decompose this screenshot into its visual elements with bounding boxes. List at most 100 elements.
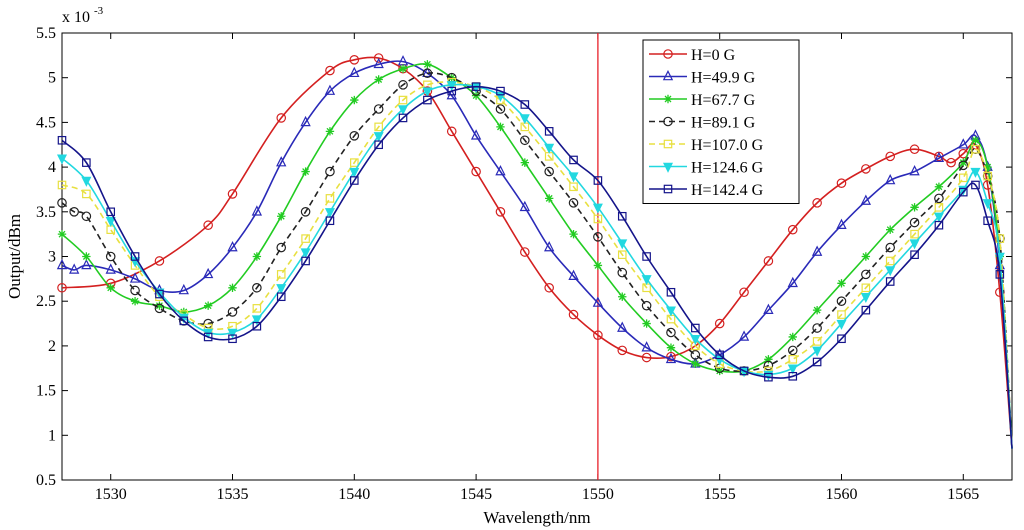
- data-point: [593, 176, 603, 185]
- data-point: [662, 69, 674, 81]
- legend-label: H=107.0 G: [691, 137, 764, 154]
- x-tick-label: 1550: [582, 486, 614, 503]
- data-point: [398, 113, 408, 123]
- data-point: [663, 116, 673, 127]
- legend-item: H=124.6 G: [649, 160, 764, 177]
- data-point: [836, 178, 847, 188]
- data-point: [885, 242, 896, 253]
- y-tick-label: 0.5: [36, 472, 56, 489]
- data-point: [57, 198, 67, 208]
- data-point: [470, 129, 482, 140]
- data-point: [423, 95, 432, 105]
- data-point: [593, 214, 603, 224]
- data-point: [203, 220, 213, 231]
- data-point: [106, 283, 115, 292]
- x-tick-label: 1555: [704, 486, 736, 503]
- data-point: [569, 155, 578, 165]
- data-point: [861, 283, 871, 293]
- data-point: [57, 180, 67, 190]
- data-point: [374, 140, 383, 150]
- data-point: [946, 157, 956, 168]
- data-point: [788, 371, 798, 381]
- data-point: [971, 144, 980, 154]
- y-tick-label: 5.5: [36, 25, 56, 42]
- data-point: [324, 84, 336, 95]
- data-point: [301, 256, 310, 266]
- data-point: [666, 287, 676, 297]
- data-point: [641, 300, 652, 311]
- data-point: [56, 258, 68, 270]
- data-point: [715, 350, 724, 360]
- data-point: [764, 372, 773, 382]
- data-point: [886, 225, 895, 234]
- data-point: [227, 328, 238, 339]
- data-point: [519, 114, 530, 125]
- y-tick-label: 2.5: [36, 293, 56, 310]
- data-point: [496, 122, 505, 132]
- data-point: [662, 162, 674, 173]
- data-point: [155, 289, 164, 299]
- data-point: [665, 306, 676, 317]
- data-point: [227, 307, 238, 317]
- data-point: [909, 165, 920, 176]
- y-tick-label: 1.5: [36, 383, 56, 400]
- series-3: [57, 60, 1013, 449]
- legend-item: H=0 G: [649, 47, 736, 64]
- data-point: [593, 330, 603, 340]
- data-point: [301, 234, 310, 243]
- data-point: [130, 252, 140, 261]
- data-point: [228, 283, 237, 292]
- data-point: [324, 208, 335, 219]
- data-point: [787, 224, 798, 235]
- data-point: [812, 346, 823, 357]
- series-7: [57, 82, 1013, 449]
- data-point: [763, 303, 774, 314]
- data-point: [82, 189, 91, 199]
- data-point: [763, 360, 774, 371]
- data-point: [885, 277, 895, 286]
- data-point: [959, 158, 968, 167]
- data-point: [885, 256, 895, 266]
- data-point: [325, 216, 335, 226]
- data-point: [130, 285, 140, 296]
- data-point: [665, 352, 677, 364]
- data-point: [617, 345, 628, 356]
- y-tick-label: 1: [48, 427, 56, 444]
- series-line: [61, 60, 1013, 449]
- y-tick-label: 2: [48, 338, 56, 355]
- y-tick-label: 4: [48, 159, 56, 176]
- data-point: [592, 296, 604, 307]
- series-6: [56, 81, 1013, 449]
- data-point: [374, 75, 383, 84]
- data-point: [350, 176, 359, 185]
- data-point: [861, 269, 871, 280]
- x-tick-label: 1560: [825, 486, 857, 503]
- data-point: [82, 252, 91, 261]
- legend-item: H=142.4 G: [649, 182, 764, 199]
- data-point: [277, 212, 286, 221]
- data-point: [57, 135, 67, 145]
- data-point: [983, 162, 992, 172]
- data-point: [787, 276, 798, 288]
- data-point: [568, 309, 579, 320]
- legend-label: H=124.6 G: [691, 160, 764, 177]
- data-point: [934, 203, 944, 212]
- data-point: [276, 292, 286, 302]
- data-point: [738, 330, 750, 341]
- data-point: [837, 334, 846, 344]
- data-point: [788, 355, 798, 364]
- data-point: [276, 156, 287, 167]
- data-point: [520, 100, 530, 109]
- data-point: [788, 332, 797, 342]
- data-point: [520, 247, 530, 257]
- data-point: [971, 136, 980, 145]
- data-point: [958, 173, 968, 183]
- data-point: [933, 212, 944, 223]
- data-point: [691, 323, 700, 333]
- data-point: [105, 263, 116, 274]
- data-point: [300, 207, 311, 217]
- data-point: [971, 180, 980, 190]
- data-point: [617, 250, 627, 260]
- data-point: [641, 352, 652, 363]
